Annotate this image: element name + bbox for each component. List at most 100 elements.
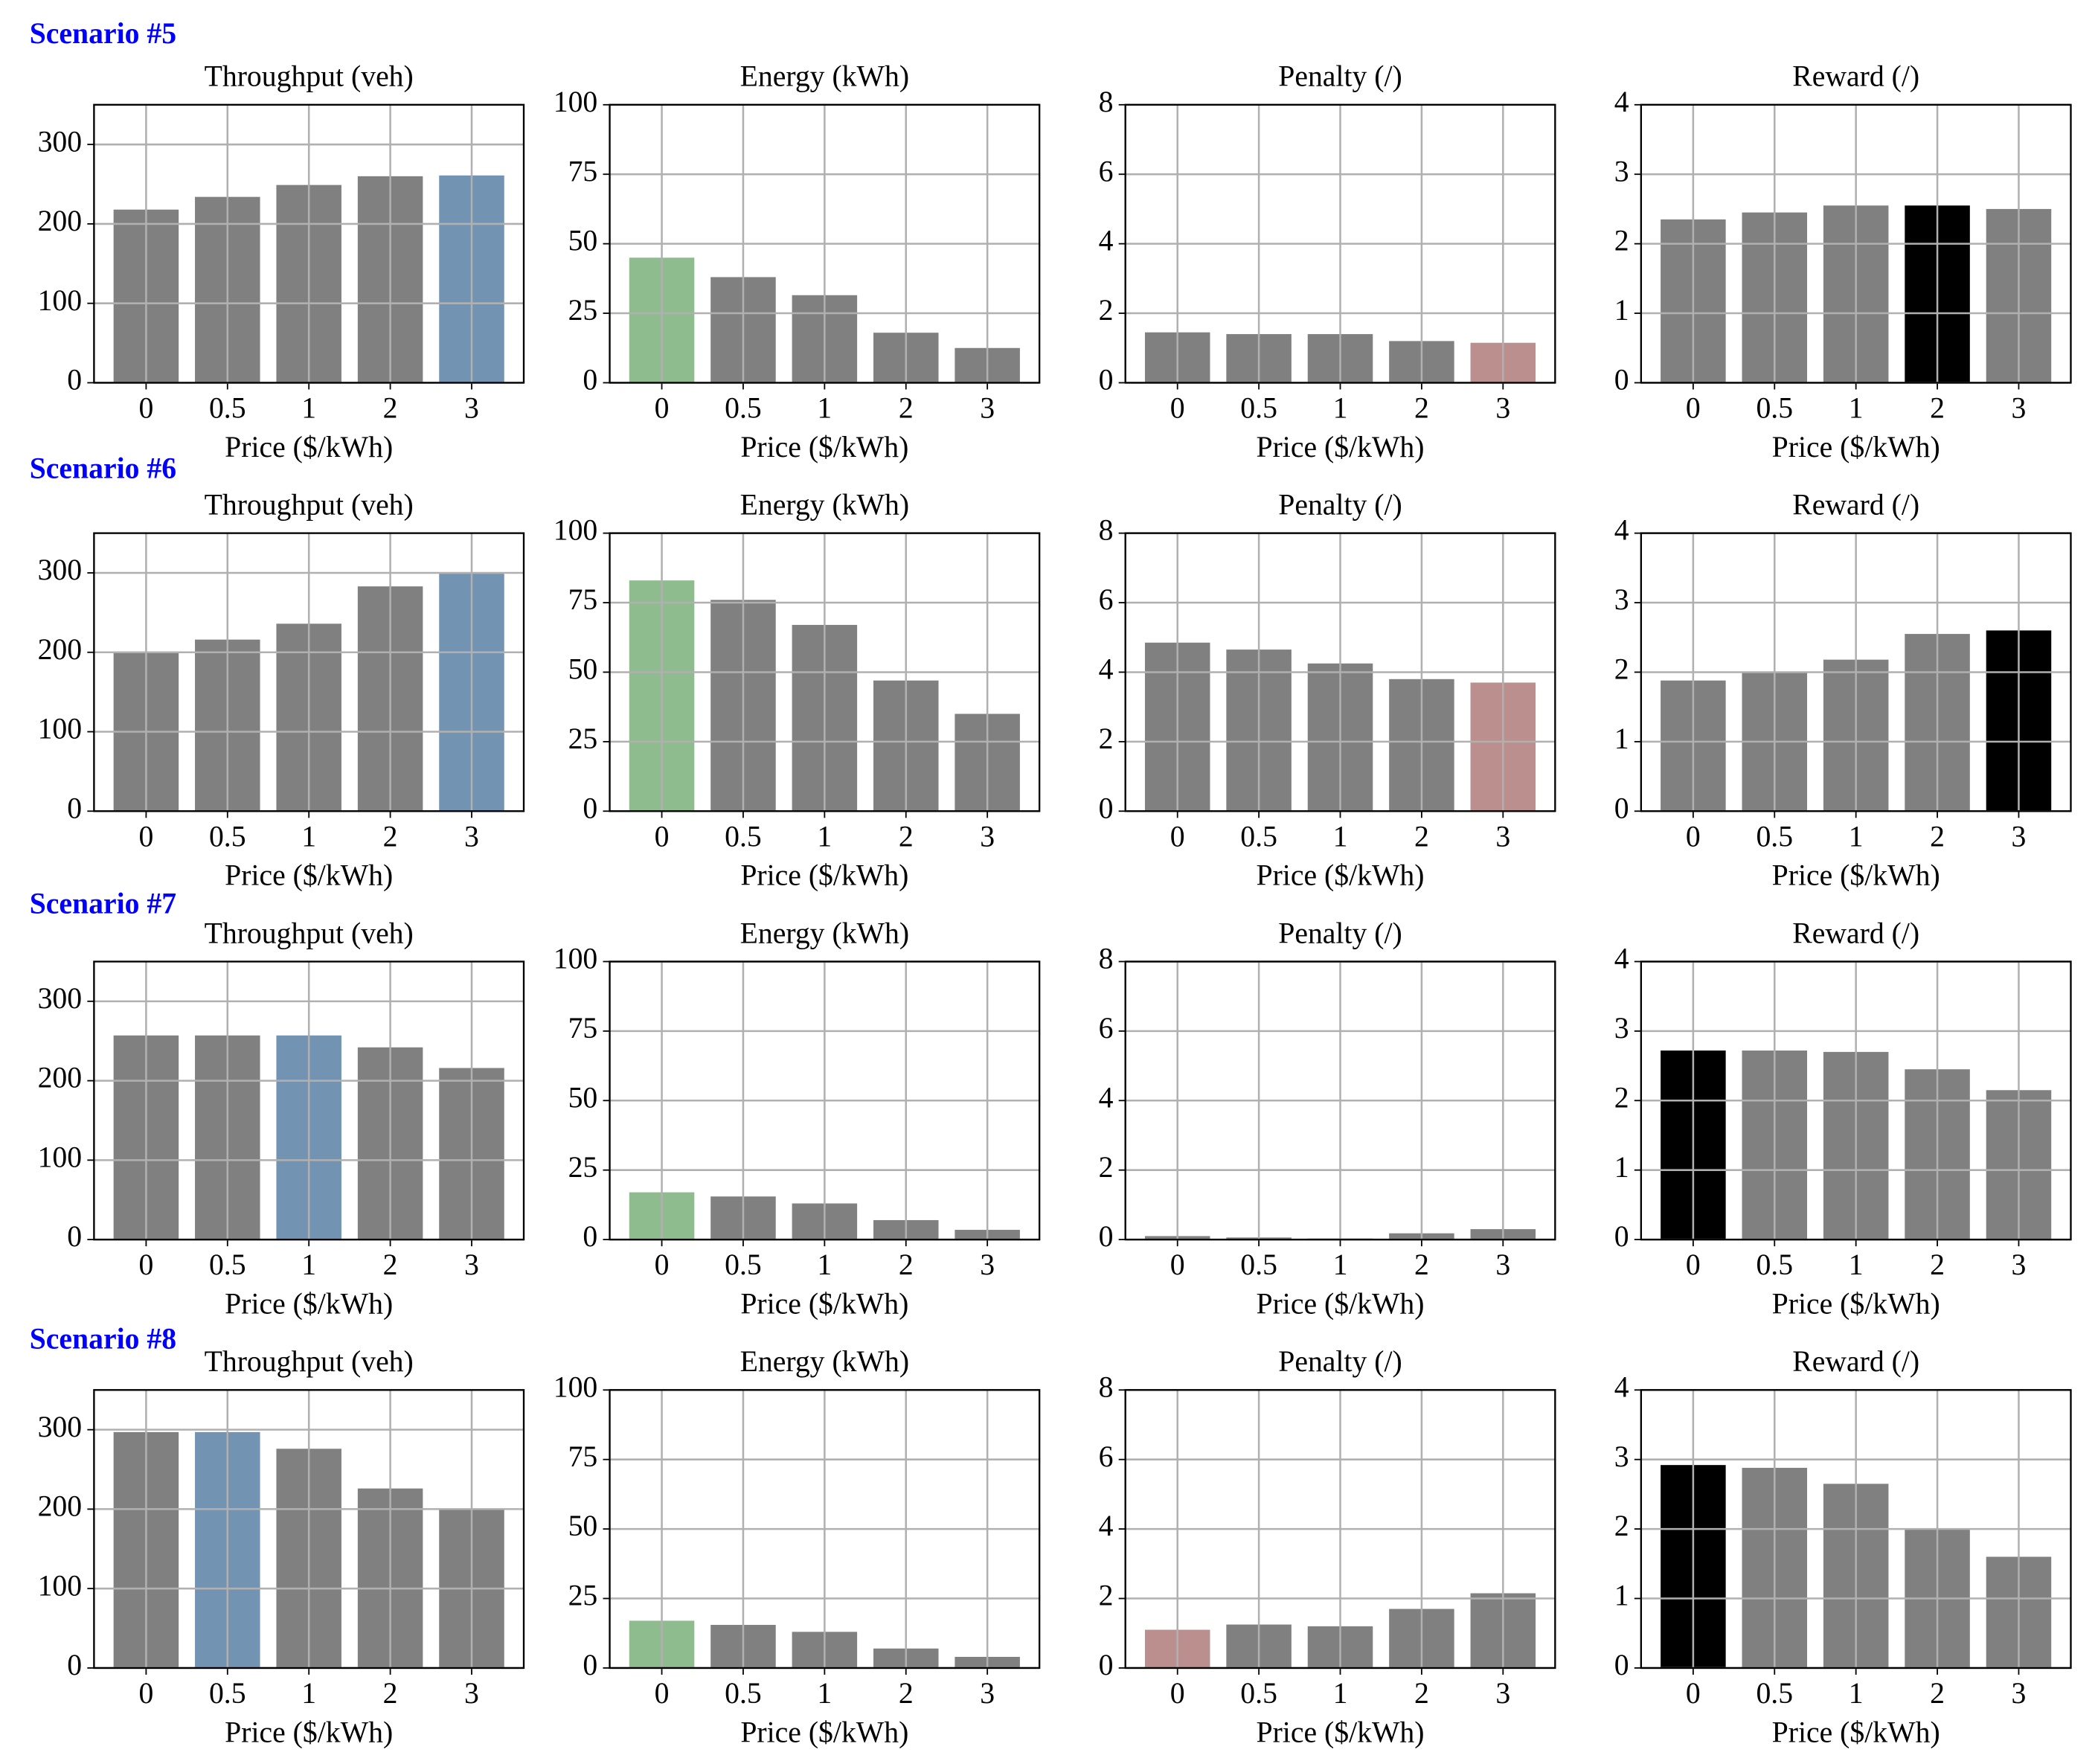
x-tick-label: 1 bbox=[817, 1677, 832, 1710]
y-tick-label: 100 bbox=[38, 713, 83, 745]
y-tick-label: 1 bbox=[1614, 294, 1629, 327]
y-tick-label: 300 bbox=[38, 554, 83, 586]
y-tick-label: 0 bbox=[1099, 1649, 1114, 1681]
y-tick-label: 6 bbox=[1099, 583, 1114, 616]
x-tick-label: 0.5 bbox=[209, 391, 246, 424]
x-tick-label: 0.5 bbox=[1240, 1248, 1277, 1281]
y-tick-label: 50 bbox=[568, 1081, 598, 1114]
y-tick-label: 100 bbox=[554, 1370, 598, 1403]
axes-frame bbox=[1124, 532, 1556, 812]
x-tick-label: 2 bbox=[383, 1248, 398, 1281]
x-tick-label: 0 bbox=[1686, 1248, 1701, 1281]
x-tick-label: 3 bbox=[464, 391, 479, 424]
axes-frame bbox=[93, 532, 525, 812]
y-tick-label: 8 bbox=[1099, 86, 1114, 118]
y-tick-label: 0 bbox=[1614, 792, 1629, 824]
x-tick-label: 1 bbox=[1333, 391, 1348, 424]
scenario-label: Scenario #5 bbox=[30, 17, 176, 50]
x-axis-label: Price ($/kWh) bbox=[1772, 859, 1940, 892]
chart-title: Reward (/) bbox=[1792, 917, 1919, 949]
x-tick-label: 3 bbox=[1495, 391, 1510, 424]
y-tick-label: 4 bbox=[1614, 1370, 1629, 1403]
x-axis-label: Price ($/kWh) bbox=[225, 1716, 393, 1748]
axes-frame bbox=[609, 960, 1041, 1241]
y-tick-label: 3 bbox=[1614, 583, 1629, 616]
y-tick-label: 4 bbox=[1099, 653, 1114, 686]
x-tick-label: 0.5 bbox=[1240, 1677, 1277, 1710]
x-axis-label: Price ($/kWh) bbox=[740, 859, 908, 892]
x-tick-label: 2 bbox=[1414, 820, 1429, 853]
x-tick-label: 2 bbox=[1930, 820, 1945, 853]
y-tick-label: 25 bbox=[568, 722, 598, 755]
x-tick-label: 3 bbox=[464, 820, 479, 853]
chart-title: Throughput (veh) bbox=[205, 917, 414, 949]
x-tick-label: 0 bbox=[1686, 820, 1701, 853]
y-tick-label: 200 bbox=[38, 205, 83, 237]
x-axis-label: Price ($/kWh) bbox=[1257, 1287, 1425, 1320]
x-tick-label: 0.5 bbox=[725, 391, 762, 424]
x-tick-label: 1 bbox=[817, 391, 832, 424]
y-tick-label: 300 bbox=[38, 125, 83, 158]
y-tick-label: 2 bbox=[1099, 1151, 1114, 1184]
axes-frame bbox=[1640, 532, 2072, 812]
x-tick-label: 0 bbox=[1170, 1248, 1185, 1281]
axes-frame bbox=[93, 1389, 525, 1670]
x-tick-label: 2 bbox=[1414, 1248, 1429, 1281]
x-tick-label: 1 bbox=[1849, 391, 1864, 424]
chart-title: Throughput (veh) bbox=[205, 1345, 414, 1378]
chart-title: Energy (kWh) bbox=[740, 488, 909, 521]
x-tick-label: 2 bbox=[1930, 1677, 1945, 1710]
y-tick-label: 200 bbox=[38, 633, 83, 666]
x-tick-label: 1 bbox=[817, 1248, 832, 1281]
axes-frame bbox=[609, 1389, 1041, 1670]
y-tick-label: 4 bbox=[1614, 86, 1629, 118]
y-tick-label: 4 bbox=[1099, 1081, 1114, 1114]
x-tick-label: 1 bbox=[1849, 1248, 1864, 1281]
x-tick-label: 1 bbox=[1333, 1677, 1348, 1710]
y-tick-label: 6 bbox=[1099, 155, 1114, 187]
x-tick-label: 3 bbox=[980, 1677, 995, 1710]
x-tick-label: 3 bbox=[2012, 391, 2027, 424]
x-tick-label: 0 bbox=[1686, 1677, 1701, 1710]
y-tick-label: 0 bbox=[1099, 1220, 1114, 1253]
y-tick-label: 6 bbox=[1099, 1440, 1114, 1473]
x-tick-label: 3 bbox=[980, 1248, 995, 1281]
x-axis-label: Price ($/kWh) bbox=[740, 431, 908, 464]
x-tick-label: 1 bbox=[817, 820, 832, 853]
y-tick-label: 1 bbox=[1614, 1579, 1629, 1612]
y-tick-label: 2 bbox=[1099, 722, 1114, 755]
y-tick-label: 3 bbox=[1614, 1012, 1629, 1045]
x-tick-label: 3 bbox=[1495, 820, 1510, 853]
x-tick-label: 2 bbox=[899, 1677, 914, 1710]
y-tick-label: 1 bbox=[1614, 1151, 1629, 1184]
x-tick-label: 0.5 bbox=[209, 820, 246, 853]
y-tick-label: 0 bbox=[1614, 1220, 1629, 1253]
x-tick-label: 3 bbox=[2012, 1677, 2027, 1710]
chart-title: Penalty (/) bbox=[1278, 917, 1402, 949]
y-tick-label: 8 bbox=[1099, 943, 1114, 975]
y-tick-label: 0 bbox=[67, 364, 82, 397]
x-tick-label: 0.5 bbox=[209, 1248, 246, 1281]
x-axis-label: Price ($/kWh) bbox=[225, 431, 393, 464]
y-tick-label: 2 bbox=[1614, 1510, 1629, 1542]
y-tick-label: 75 bbox=[568, 155, 598, 187]
y-tick-label: 0 bbox=[583, 364, 597, 397]
y-tick-label: 8 bbox=[1099, 514, 1114, 547]
y-tick-label: 200 bbox=[38, 1490, 83, 1523]
y-tick-label: 50 bbox=[568, 1510, 598, 1542]
x-tick-label: 2 bbox=[1930, 391, 1945, 424]
x-axis-label: Price ($/kWh) bbox=[1772, 1716, 1940, 1748]
x-tick-label: 0.5 bbox=[1756, 820, 1793, 853]
y-tick-label: 0 bbox=[1614, 1649, 1629, 1681]
x-tick-label: 3 bbox=[2012, 1248, 2027, 1281]
x-tick-label: 0 bbox=[138, 1677, 153, 1710]
x-tick-label: 2 bbox=[1414, 1677, 1429, 1710]
x-tick-label: 0 bbox=[1170, 1677, 1185, 1710]
x-tick-label: 1 bbox=[1849, 820, 1864, 853]
axes-frame bbox=[609, 103, 1041, 384]
x-tick-label: 3 bbox=[464, 1248, 479, 1281]
y-tick-label: 4 bbox=[1614, 514, 1629, 547]
axes-frame bbox=[1124, 1389, 1556, 1670]
